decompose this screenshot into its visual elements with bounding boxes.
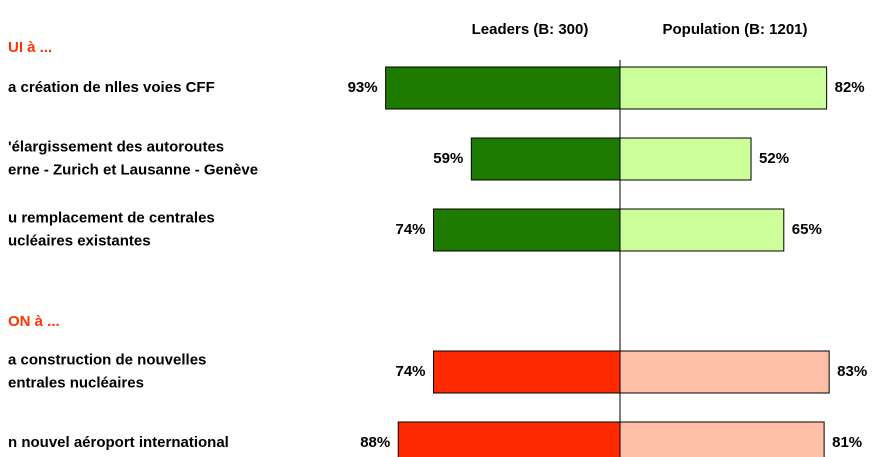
bar [397, 421, 621, 457]
value-label: 83% [837, 363, 867, 380]
group-heading: ON à ... [8, 313, 60, 330]
value-label: 74% [395, 363, 425, 380]
value-label: 93% [348, 79, 378, 96]
category-label: n nouvel aéroport international [8, 434, 229, 451]
bar [385, 66, 621, 110]
value-label: 65% [792, 221, 822, 238]
group-heading: UI à ... [8, 39, 52, 56]
bar [470, 137, 621, 181]
value-label: 81% [832, 434, 862, 451]
value-label: 88% [360, 434, 390, 451]
bar [619, 208, 785, 252]
value-label: 74% [395, 221, 425, 238]
bar [433, 208, 621, 252]
value-label: 52% [759, 150, 789, 167]
bar [433, 350, 621, 394]
series-header: Leaders (B: 300) [472, 21, 589, 38]
bar [619, 421, 825, 457]
value-label: 82% [835, 79, 865, 96]
category-label: a construction de nouvelles [8, 351, 206, 368]
category-label: erne - Zurich et Lausanne - Genève [8, 161, 258, 178]
category-label: 'élargissement des autoroutes [8, 138, 224, 155]
category-label: entrales nucléaires [8, 374, 144, 391]
value-label: 59% [433, 150, 463, 167]
category-label: a création de nlles voies CFF [8, 79, 215, 96]
series-header: Population (B: 1201) [662, 21, 807, 38]
bar [619, 137, 752, 181]
bar [619, 350, 830, 394]
category-label: u remplacement de centrales [8, 209, 215, 226]
category-label: ucléaires existantes [8, 232, 151, 249]
bar [619, 66, 828, 110]
